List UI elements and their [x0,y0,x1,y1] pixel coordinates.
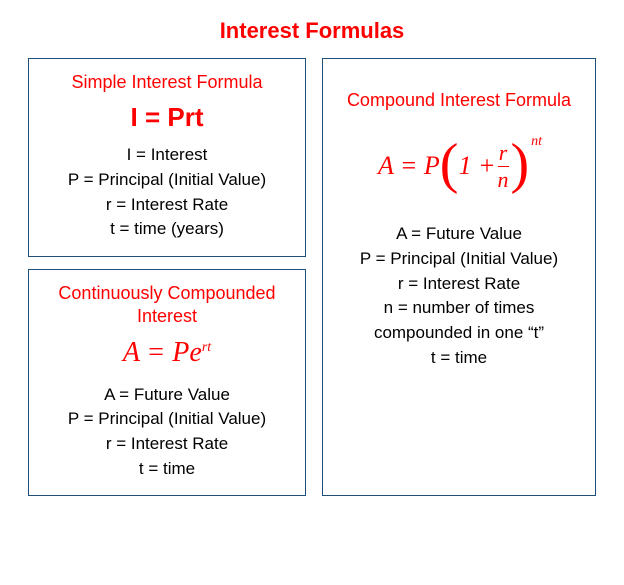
def-line: t = time [39,457,295,482]
def-line: A = Future Value [333,222,585,247]
fraction-denominator: n [498,167,509,191]
def-line: P = Principal (Initial Value) [39,168,295,193]
continuous-interest-formula: A = Pert [39,337,295,369]
def-line: I = Interest [39,143,295,168]
def-line: r = Interest Rate [333,272,585,297]
fraction: r n [498,142,509,191]
one-plus: 1 + [458,151,495,181]
formula-lhs: A = P [378,151,440,181]
def-line: compounded in one “t” [333,321,585,346]
def-line: r = Interest Rate [39,432,295,457]
continuous-interest-title: Continuously Compounded Interest [39,282,295,329]
def-line: n = number of times [333,296,585,321]
compound-interest-formula: A = P ( 1 + r n ) nt [333,134,585,198]
continuous-interest-card: Continuously Compounded Interest A = Per… [28,269,306,496]
simple-interest-title: Simple Interest Formula [39,71,295,94]
right-column: Compound Interest Formula A = P ( 1 + r … [322,58,596,496]
fraction-numerator: r [499,142,508,166]
def-line: P = Principal (Initial Value) [333,247,585,272]
compound-interest-defs: A = Future Value P = Principal (Initial … [333,222,585,370]
formula-grid: Simple Interest Formula I = Prt I = Inte… [28,58,596,496]
def-line: A = Future Value [39,383,295,408]
formula-base: A = Pe [123,337,202,368]
continuous-interest-defs: A = Future Value P = Principal (Initial … [39,383,295,482]
formula-exponent: nt [531,134,542,150]
page-title: Interest Formulas [28,18,596,44]
left-column: Simple Interest Formula I = Prt I = Inte… [28,58,306,496]
compound-interest-card: Compound Interest Formula A = P ( 1 + r … [322,58,596,496]
simple-interest-defs: I = Interest P = Principal (Initial Valu… [39,143,295,242]
def-line: t = time [333,346,585,371]
simple-interest-formula: I = Prt [39,102,295,133]
def-line: t = time (years) [39,217,295,242]
def-line: P = Principal (Initial Value) [39,407,295,432]
simple-interest-card: Simple Interest Formula I = Prt I = Inte… [28,58,306,257]
formula-exponent: rt [202,340,211,355]
compound-interest-title: Compound Interest Formula [333,89,585,112]
def-line: r = Interest Rate [39,193,295,218]
